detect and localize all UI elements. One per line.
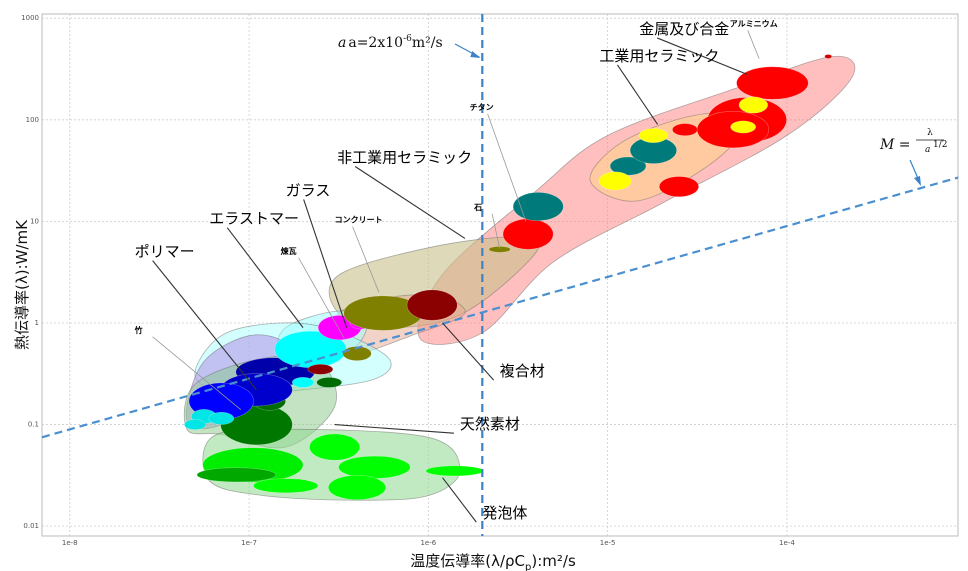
y-tick-label: 100	[26, 116, 39, 124]
material-bubble	[512, 192, 564, 222]
material-label: 石	[473, 203, 482, 212]
slope-label-num: λ	[927, 128, 933, 138]
material-bubble	[208, 412, 235, 425]
annotation-leader	[442, 477, 477, 523]
annotation-leader	[491, 213, 501, 249]
material-label: チタン	[470, 102, 494, 112]
material-bubble	[307, 363, 334, 375]
annotation-leader	[487, 113, 527, 222]
x-axis-label: 温度伝導率(λ/ρCp):m²/s	[410, 552, 576, 571]
annotation-leader	[334, 424, 454, 434]
material-label: コンクリート	[335, 215, 383, 225]
y-tick-label: 1000	[21, 14, 39, 22]
y-tick-label: 0.01	[23, 522, 39, 530]
vertical-guide-a: a	[338, 35, 346, 51]
material-bubble	[184, 419, 207, 430]
material-bubble	[328, 475, 386, 501]
group-label: 天然素材	[460, 415, 520, 433]
material-bubble	[291, 377, 315, 388]
material-bubble	[824, 54, 833, 59]
material-bubble	[406, 289, 458, 321]
material-bubble	[253, 478, 319, 494]
y-tick-label: 1	[35, 319, 39, 327]
annotation-leader	[442, 322, 495, 381]
material-label: アルミニウム	[730, 19, 778, 28]
material-bubble	[658, 176, 699, 198]
material-label: 竹	[134, 325, 143, 335]
group-label: エラストマー	[209, 210, 299, 228]
vertical-guide-label-tail: m²/s	[412, 35, 443, 51]
annotation-leader	[152, 260, 257, 391]
annotation-leader	[616, 64, 659, 125]
material-bubble	[598, 171, 632, 191]
annotation-leader	[747, 30, 760, 59]
material-bubble	[309, 433, 360, 461]
material-bubble	[488, 246, 511, 253]
annotation-leader	[354, 166, 466, 239]
annotation-leader	[298, 257, 345, 339]
slope-label-m: M =	[879, 137, 911, 153]
x-axis-label-tail: ):m²/s	[531, 552, 576, 570]
material-bubble	[738, 96, 769, 114]
annotation-leader	[226, 227, 304, 328]
x-tick-label: 1e-5	[600, 539, 616, 547]
x-tick-label: 1e-4	[779, 539, 795, 547]
group-label: 複合材	[500, 362, 545, 380]
slope-guide-line	[41, 176, 959, 439]
annotation-leader	[352, 226, 380, 293]
material-bubble	[425, 465, 484, 477]
vertical-guide-label: a a=2x10-6m²/s	[338, 34, 443, 51]
material-bubble	[672, 123, 698, 137]
material-bubble	[638, 128, 669, 143]
x-axis-label-sub: p	[525, 562, 531, 571]
tick-labels: 1e-8 1e-7 1e-6 1e-5 1e-4 0.01 0.1 1 10 100 1000	[21, 14, 795, 547]
material-bubble	[316, 377, 343, 388]
guide-lines	[41, 14, 959, 536]
vertical-guide-label-main: a=2x10	[348, 35, 403, 51]
material-bubble	[730, 120, 756, 134]
slope-guide-label: M = λ a 1/2	[879, 128, 947, 155]
annotation-leader	[303, 199, 348, 328]
slope-label-den-sup: 1/2	[933, 140, 947, 150]
group-label: 非工業用セラミック	[337, 148, 472, 166]
group-label: 金属及び合金	[639, 20, 729, 38]
vertical-guide-arrowhead	[470, 51, 481, 58]
material-bubble	[196, 467, 277, 483]
x-tick-label: 1e-7	[241, 539, 257, 547]
y-tick-label: 10	[30, 217, 39, 225]
material-bubble	[338, 455, 411, 479]
material-label: 煉瓦	[280, 246, 297, 256]
annotation-leader	[656, 37, 748, 75]
slope-guide-arrowhead	[914, 176, 921, 186]
x-tick-label: 1e-8	[62, 539, 78, 547]
x-tick-label: 1e-6	[420, 539, 436, 547]
x-axis-label-main: 温度伝導率(λ/ρC	[410, 552, 525, 570]
y-axis-label: 熱伝導率(λ):W/mK	[13, 219, 31, 350]
group-label: ガラス	[286, 181, 331, 199]
vertical-guide-label-sup: -6	[403, 34, 412, 44]
group-label: 工業用セラミック	[599, 47, 719, 65]
material-bubble	[609, 156, 647, 176]
group-label: 発泡体	[482, 504, 527, 522]
y-tick-label: 0.1	[28, 421, 39, 429]
material-bubbles	[184, 54, 833, 501]
group-label: ポリマー	[135, 243, 195, 261]
slope-label-den: a	[925, 145, 930, 155]
material-bubble	[502, 218, 554, 250]
annotation-leader	[152, 336, 242, 411]
material-bubble	[736, 66, 809, 100]
